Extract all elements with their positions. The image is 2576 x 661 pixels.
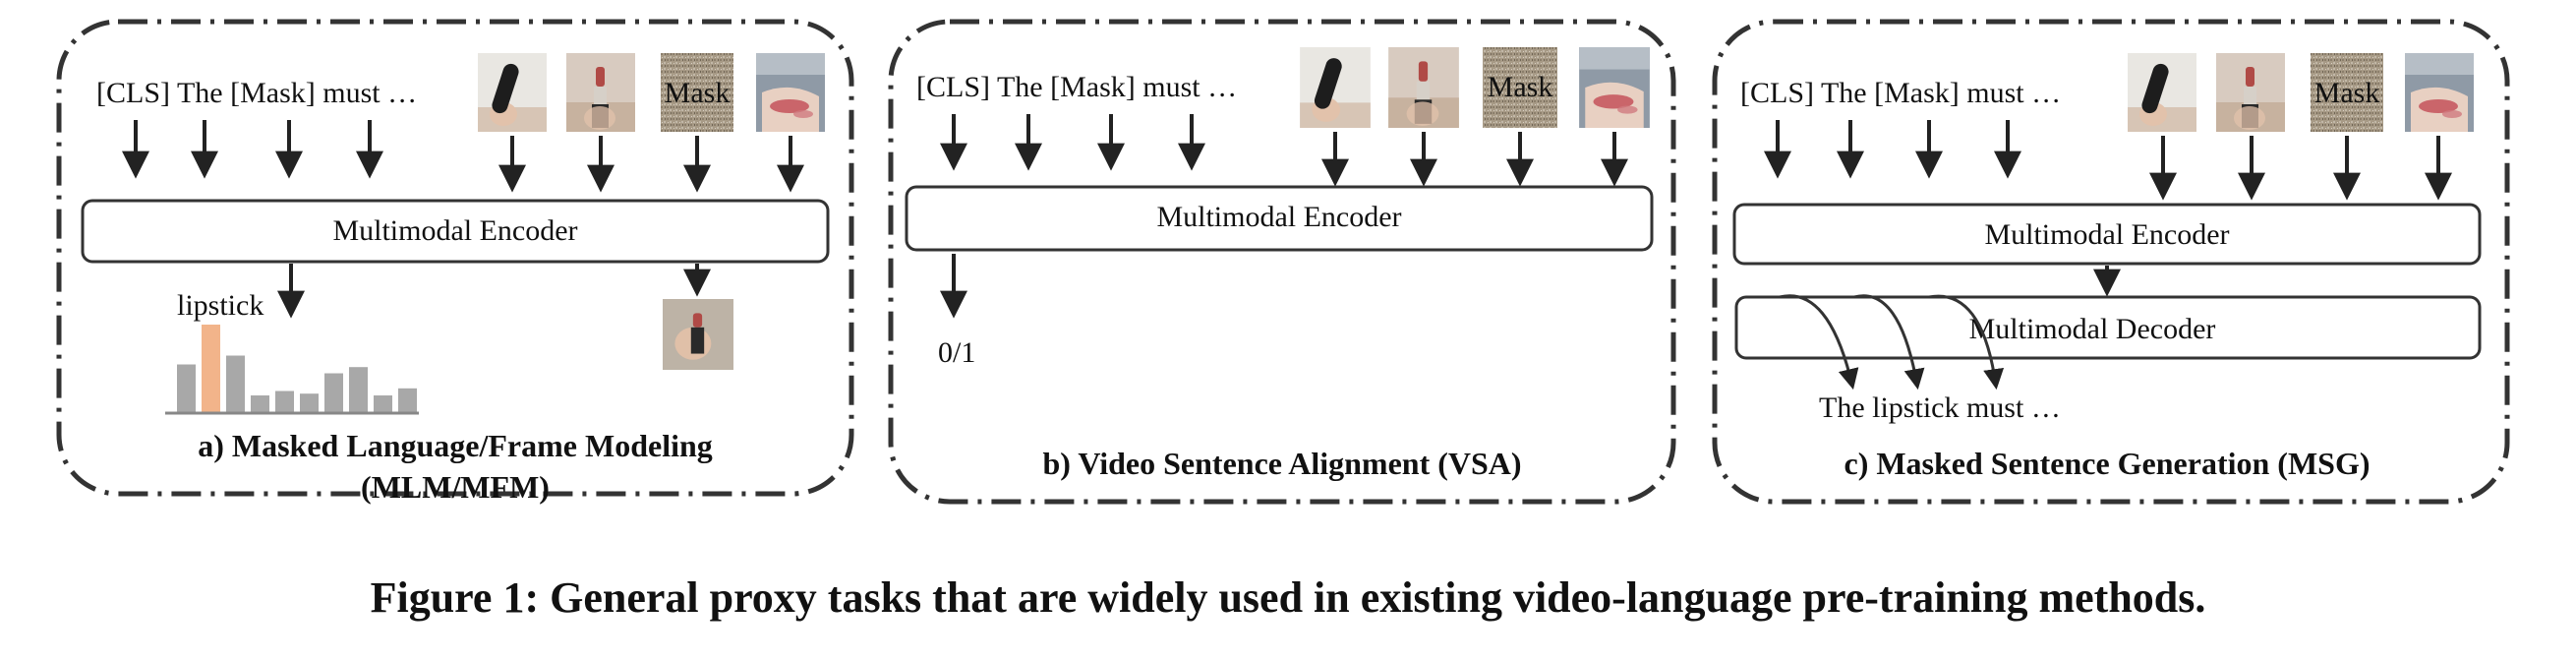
panel-b-encoder-box [905, 185, 1654, 252]
panel-b-input-arrows [940, 114, 1628, 187]
panel-c-decoder-box [1734, 295, 2482, 360]
panel-b-mask-label: Mask [1488, 71, 1553, 103]
panel-a-encoder-label: Multimodal Encoder [332, 214, 577, 247]
histogram-bar [398, 388, 417, 413]
panel-b-frame-4 [1579, 47, 1650, 128]
histogram-bar [275, 391, 294, 413]
panel-c-frame-2 [2216, 53, 2285, 132]
histogram-bar [251, 395, 269, 413]
panel-c-encoder-label: Multimodal Encoder [1984, 218, 2229, 251]
histogram-bar [324, 373, 343, 413]
panel-a-frame-1 [478, 53, 547, 132]
panel-a-predicted-word: lipstick [177, 289, 263, 322]
panel-a-mask-label: Mask [665, 77, 731, 109]
panel-a-title-line2: (MLM/MFM) [361, 469, 550, 505]
panel-c-autoregressive-arrows [1779, 294, 2005, 391]
panel-c-frame-4 [2405, 53, 2474, 132]
panel-b-border [888, 19, 1676, 505]
panel-b: [CLS] The [Mask] must … Mask Multimodal … [888, 19, 1676, 505]
panel-a-frame-4 [756, 53, 825, 132]
panel-c-frame-1 [2128, 53, 2196, 132]
panel-b-output-label: 0/1 [938, 336, 975, 369]
panel-c: [CLS] The [Mask] must … Mask Multimodal … [1712, 19, 2510, 505]
panel-a-input-arrows [122, 120, 804, 193]
panel-b-encoder-label: Multimodal Encoder [1156, 201, 1401, 233]
panel-b-frame-2 [1388, 47, 1459, 128]
panel-c-border [1712, 19, 2510, 505]
panel-a-histogram [177, 325, 417, 413]
panel-a-encoder-box [81, 199, 830, 264]
panel-a: [CLS] The [Mask] must … Mask Multimodal … [56, 19, 854, 505]
panel-b-mask-frame: Mask [1483, 47, 1557, 128]
panel-c-decoder-label: Multimodal Decoder [1969, 313, 2216, 345]
panel-a-title-line1: a) Masked Language/Frame Modeling [198, 428, 713, 463]
histogram-bar [374, 395, 392, 413]
panel-c-mask-frame: Mask [2311, 53, 2383, 132]
panel-a-frame-2 [566, 53, 635, 132]
panel-c-input-text: [CLS] The [Mask] must … [1740, 77, 2061, 109]
panel-b-input-text: [CLS] The [Mask] must … [916, 71, 1237, 103]
panel-c-encoder-box [1732, 203, 2482, 266]
panel-a-mask-frame: Mask [661, 53, 733, 132]
panel-b-frame-1 [1300, 47, 1371, 128]
panel-c-mask-label: Mask [2314, 77, 2380, 109]
figure-caption: Figure 1: General proxy tasks that are w… [370, 573, 2206, 622]
panel-a-input-text: [CLS] The [Mask] must … [96, 77, 417, 109]
histogram-bar-highlight [202, 325, 220, 413]
panel-c-title: c) Masked Sentence Generation (MSG) [1844, 446, 2370, 481]
panel-c-input-arrows [1764, 120, 2452, 201]
histogram-bar [349, 367, 368, 413]
panel-b-title: b) Video Sentence Alignment (VSA) [1042, 446, 1521, 481]
panel-a-reconstructed-frame [663, 299, 733, 370]
panel-c-output-text: The lipstick must … [1819, 391, 2061, 424]
panel-a-border [56, 19, 854, 497]
histogram-bar [177, 364, 196, 413]
histogram-bar [300, 393, 319, 413]
histogram-bar [226, 355, 245, 413]
